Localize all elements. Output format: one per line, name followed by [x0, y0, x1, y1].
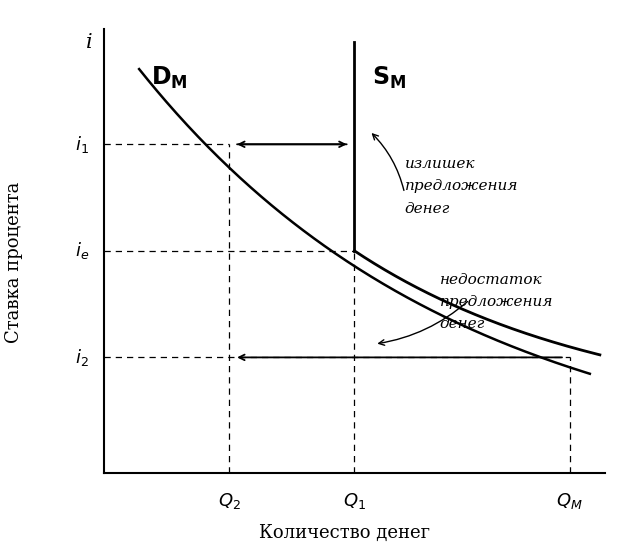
Text: денег: денег — [404, 202, 450, 216]
Text: $i_2$: $i_2$ — [75, 347, 89, 368]
Text: $\mathbf{S_M}$: $\mathbf{S_M}$ — [372, 65, 406, 91]
Text: $Q_M$: $Q_M$ — [557, 491, 583, 510]
Text: денег: денег — [440, 317, 485, 331]
Text: $Q_2$: $Q_2$ — [218, 491, 241, 510]
Text: предложения: предложения — [404, 180, 518, 194]
Text: $i_1$: $i_1$ — [75, 134, 89, 155]
X-axis label: Количество денег: Количество денег — [259, 524, 430, 542]
Text: Ставка процента: Ставка процента — [5, 181, 23, 343]
Text: i: i — [86, 33, 92, 51]
Text: $Q_1$: $Q_1$ — [343, 491, 366, 510]
Text: $i_e$: $i_e$ — [75, 241, 89, 262]
Text: $\mathbf{D_M}$: $\mathbf{D_M}$ — [151, 65, 187, 91]
Text: излишек: излишек — [404, 157, 475, 171]
Text: недостаток: недостаток — [440, 273, 542, 286]
Text: предложения: предложения — [440, 295, 553, 309]
